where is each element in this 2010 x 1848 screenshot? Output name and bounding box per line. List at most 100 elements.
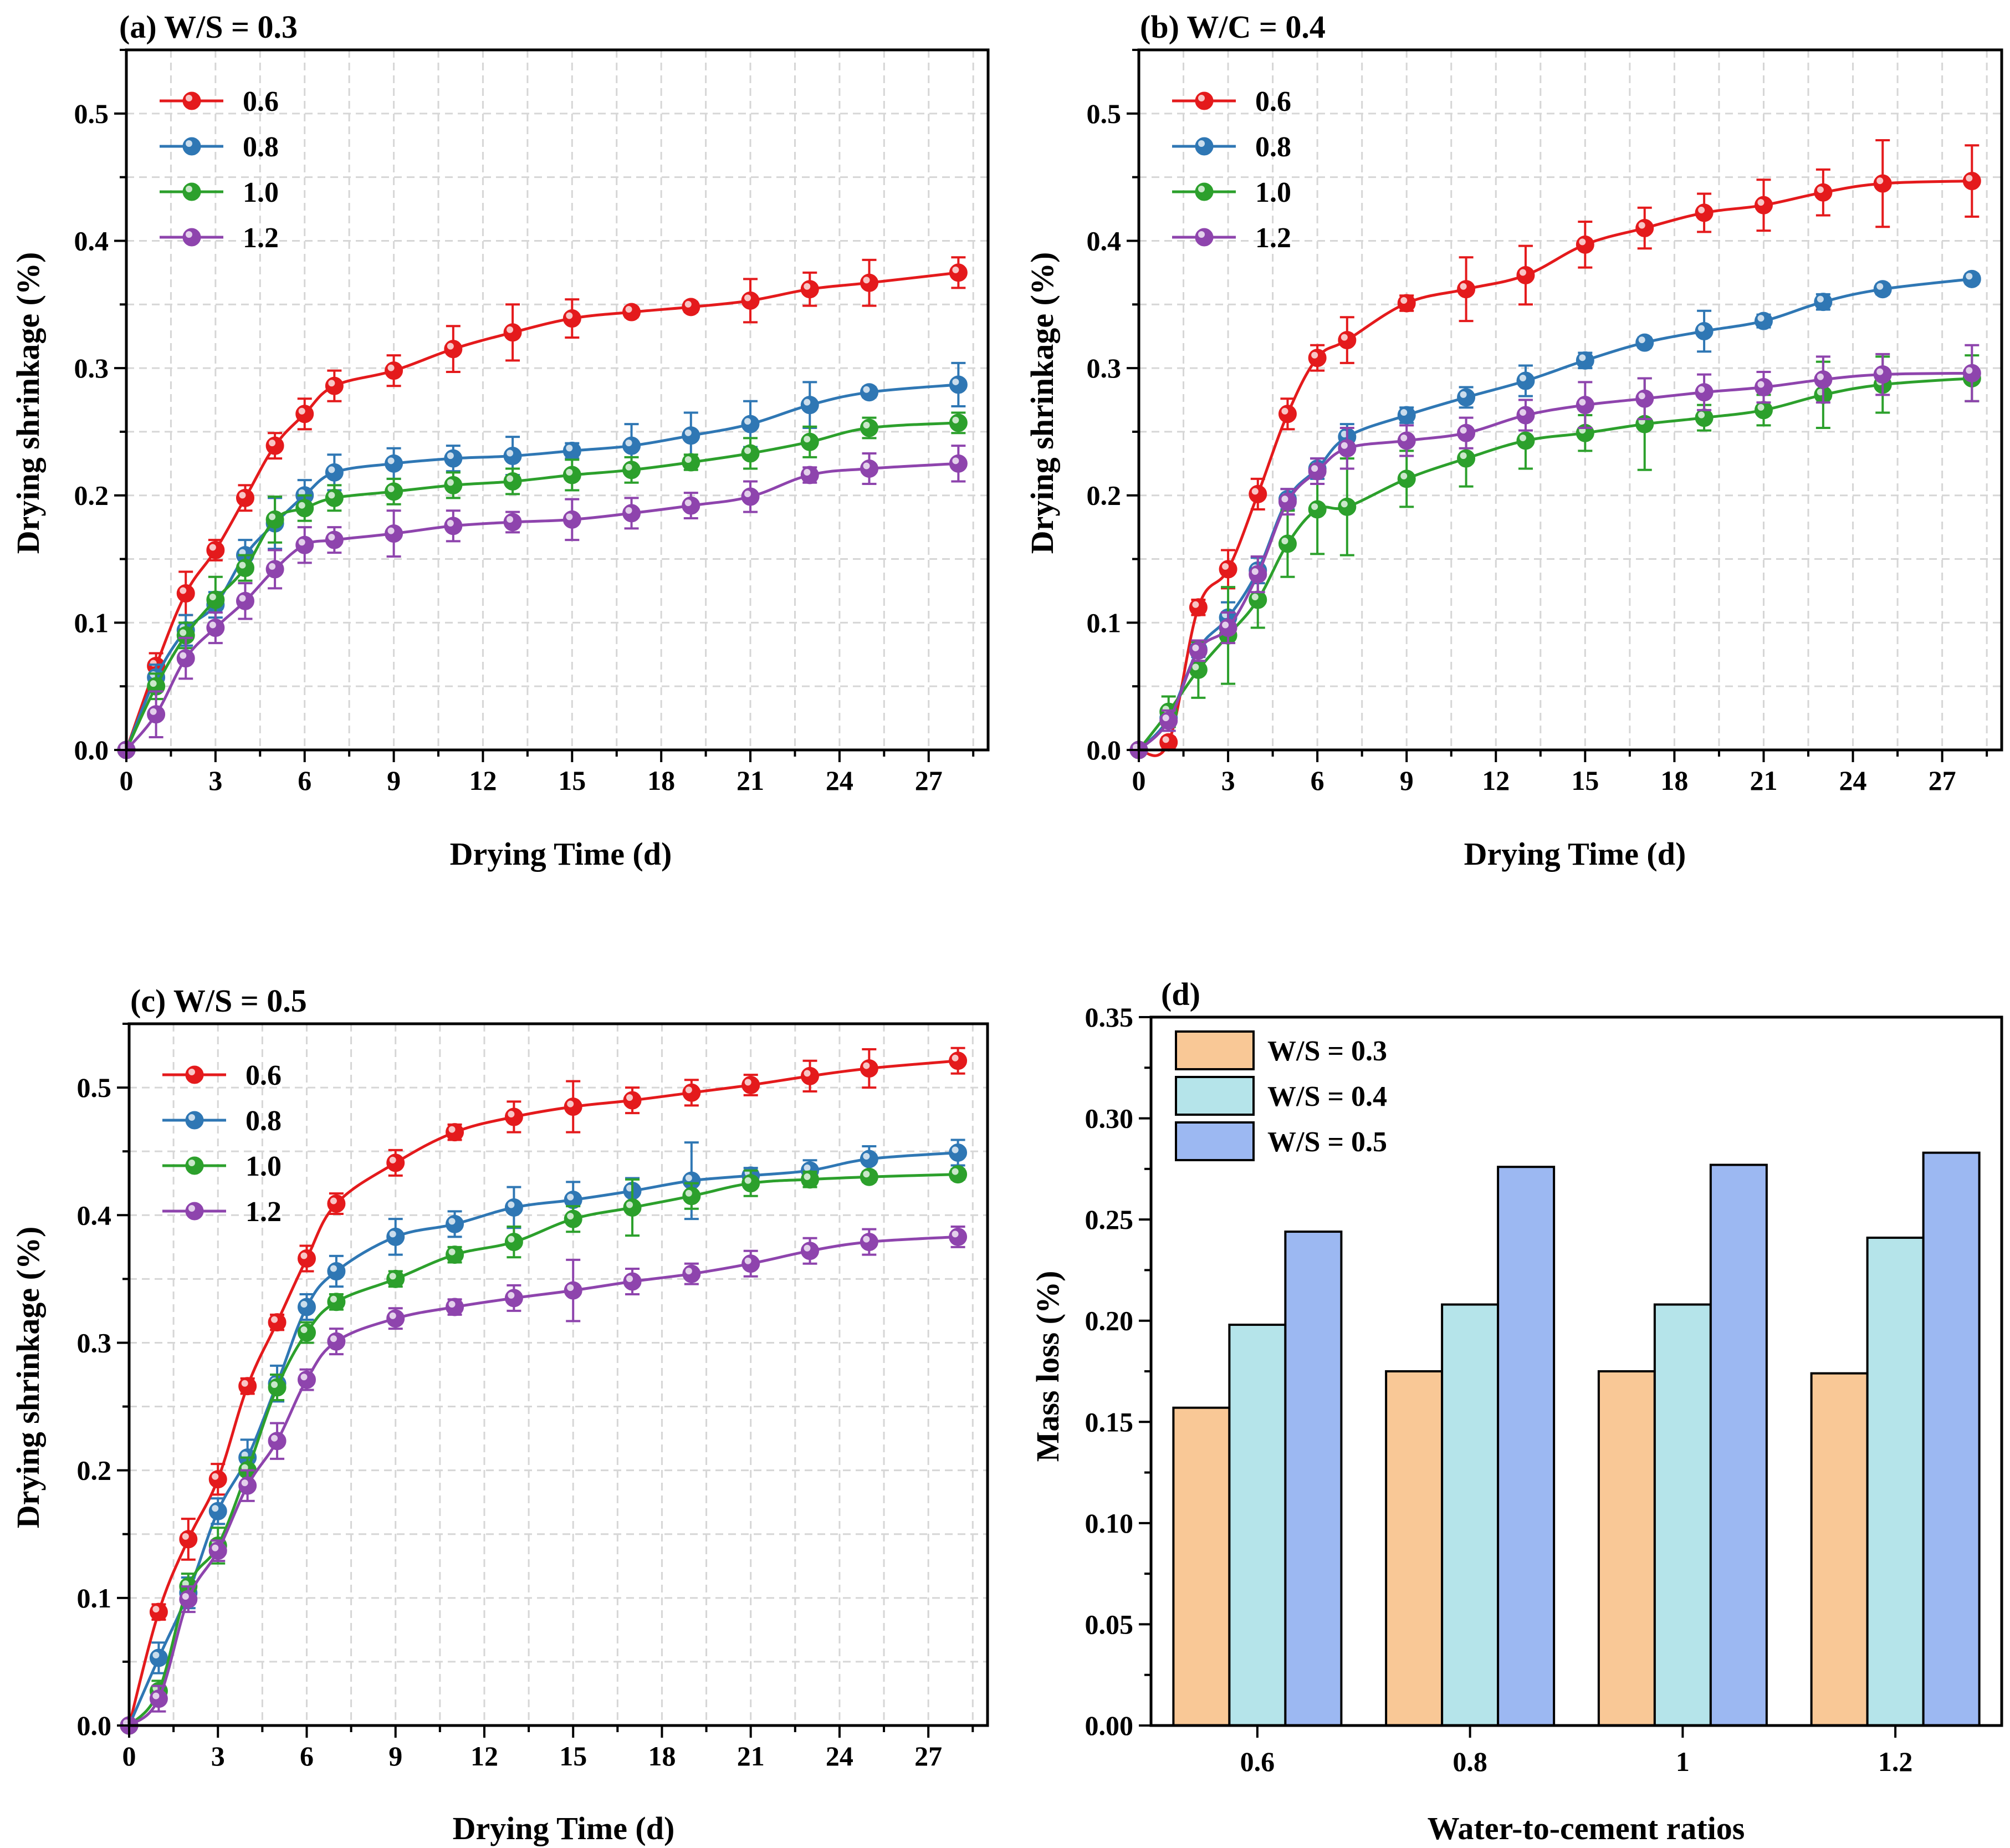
data-point: [800, 280, 819, 299]
data-point: [236, 591, 254, 610]
data-point: [444, 340, 463, 359]
legend-marker: [182, 228, 201, 247]
bar: [1172, 1406, 1231, 1727]
data-point: [295, 499, 314, 518]
data-point: [1695, 203, 1714, 222]
data-point-highlight: [1460, 427, 1467, 434]
x-tick-label: 21: [1750, 765, 1777, 796]
data-point-highlight: [387, 364, 395, 371]
data-point: [1397, 469, 1416, 488]
data-point-highlight: [330, 1197, 337, 1204]
panel-d-axes: 0.6 0.8 1 1.2 0.00 0.05 0.10 0.15 0.20 0.25 0.30 0.…: [1085, 1002, 2003, 1777]
x-tick-label: 1.2: [1878, 1746, 1913, 1777]
data-point: [386, 1153, 405, 1172]
x-tick-label: 3: [211, 1740, 225, 1772]
data-point-highlight: [626, 1201, 633, 1208]
data-point-highlight: [1817, 186, 1824, 193]
data-point: [1754, 312, 1773, 330]
data-point-highlight: [625, 463, 632, 471]
panel-a-ylabel: Drying shrinkage (%): [10, 252, 46, 554]
data-point: [149, 1689, 168, 1708]
data-point-highlight: [209, 544, 216, 551]
legend-marker-highlight: [1198, 186, 1205, 192]
legend-item-0_8: 0.8: [162, 1105, 282, 1137]
data-point-highlight: [269, 513, 276, 520]
data-point-highlight: [212, 1544, 219, 1551]
data-point: [149, 1648, 168, 1667]
data-point-highlight: [1757, 404, 1764, 411]
data-point: [949, 263, 968, 282]
series-1_2: [117, 445, 968, 759]
data-point: [682, 1083, 701, 1102]
legend-item-2: W/S = 0.5: [1175, 1121, 1387, 1161]
data-point-highlight: [1162, 736, 1169, 743]
data-point-highlight: [744, 1079, 751, 1086]
panel-a-legend: 0.6 0.8 1.0 1.2: [160, 86, 279, 254]
data-point-highlight: [804, 468, 811, 476]
data-point-highlight: [269, 563, 276, 570]
data-point: [860, 1233, 878, 1252]
legend-marker-highlight: [186, 186, 192, 192]
data-point-highlight: [626, 1275, 633, 1282]
data-point-highlight: [1400, 472, 1408, 479]
data-point-highlight: [300, 1326, 308, 1334]
data-point: [385, 524, 403, 543]
data-point-highlight: [1311, 465, 1318, 472]
data-point: [1159, 711, 1178, 730]
data-point-highlight: [863, 1152, 870, 1160]
data-point-highlight: [507, 515, 514, 523]
data-point-highlight: [1251, 488, 1259, 495]
legend-label: 0.6: [246, 1060, 282, 1091]
data-point-highlight: [212, 1505, 219, 1512]
y-tick-label: 0.3: [77, 1327, 112, 1358]
data-point: [1695, 383, 1714, 402]
data-point: [385, 482, 403, 501]
data-point: [1576, 235, 1594, 254]
x-tick-label: 6: [300, 1740, 314, 1772]
data-point: [860, 418, 879, 437]
data-point-highlight: [566, 445, 573, 452]
data-point-highlight: [567, 1193, 574, 1201]
bar: [1709, 1163, 1768, 1727]
series-0_6: [117, 256, 968, 759]
data-point: [800, 396, 819, 415]
legend-label: 0.8: [1255, 131, 1291, 163]
data-point: [1516, 431, 1535, 450]
data-point-highlight: [1251, 568, 1259, 575]
panel-d-ylabel: Mass loss (%): [1030, 1271, 1066, 1462]
data-point: [1516, 266, 1535, 284]
data-point: [1635, 389, 1654, 408]
data-point-highlight: [804, 436, 811, 443]
data-point-highlight: [507, 326, 514, 333]
data-point: [325, 463, 344, 482]
data-point: [1189, 598, 1208, 617]
data-point-highlight: [180, 587, 187, 594]
data-point: [1516, 406, 1535, 425]
y-tick-label: 0.25: [1085, 1204, 1134, 1235]
data-point: [386, 1269, 405, 1288]
data-point-highlight: [1876, 283, 1884, 290]
legend-item-0_6: 0.6: [1172, 86, 1291, 118]
y-tick-label: 0.05: [1085, 1609, 1134, 1640]
data-point-highlight: [152, 1652, 160, 1659]
data-point: [949, 1143, 968, 1162]
data-point: [741, 1174, 760, 1193]
panel-a-xlabel: Drying Time (d): [450, 836, 672, 872]
legend-label: 1.2: [246, 1196, 282, 1228]
data-point-highlight: [1281, 537, 1288, 544]
y-tick-label: 0.4: [74, 225, 109, 256]
data-point: [327, 1194, 346, 1213]
data-point-highlight: [150, 680, 157, 687]
x-tick-label: 15: [558, 765, 586, 796]
data-point: [1754, 401, 1773, 420]
data-point-highlight: [1757, 381, 1764, 388]
data-point-highlight: [744, 1177, 751, 1184]
data-point-highlight: [1519, 269, 1526, 276]
x-tick-label: 12: [469, 765, 497, 796]
data-point-highlight: [271, 1381, 278, 1388]
data-point-highlight: [1966, 273, 1973, 280]
data-point-highlight: [684, 499, 692, 507]
data-point: [208, 1502, 227, 1520]
x-tick-label: 12: [1482, 765, 1510, 796]
